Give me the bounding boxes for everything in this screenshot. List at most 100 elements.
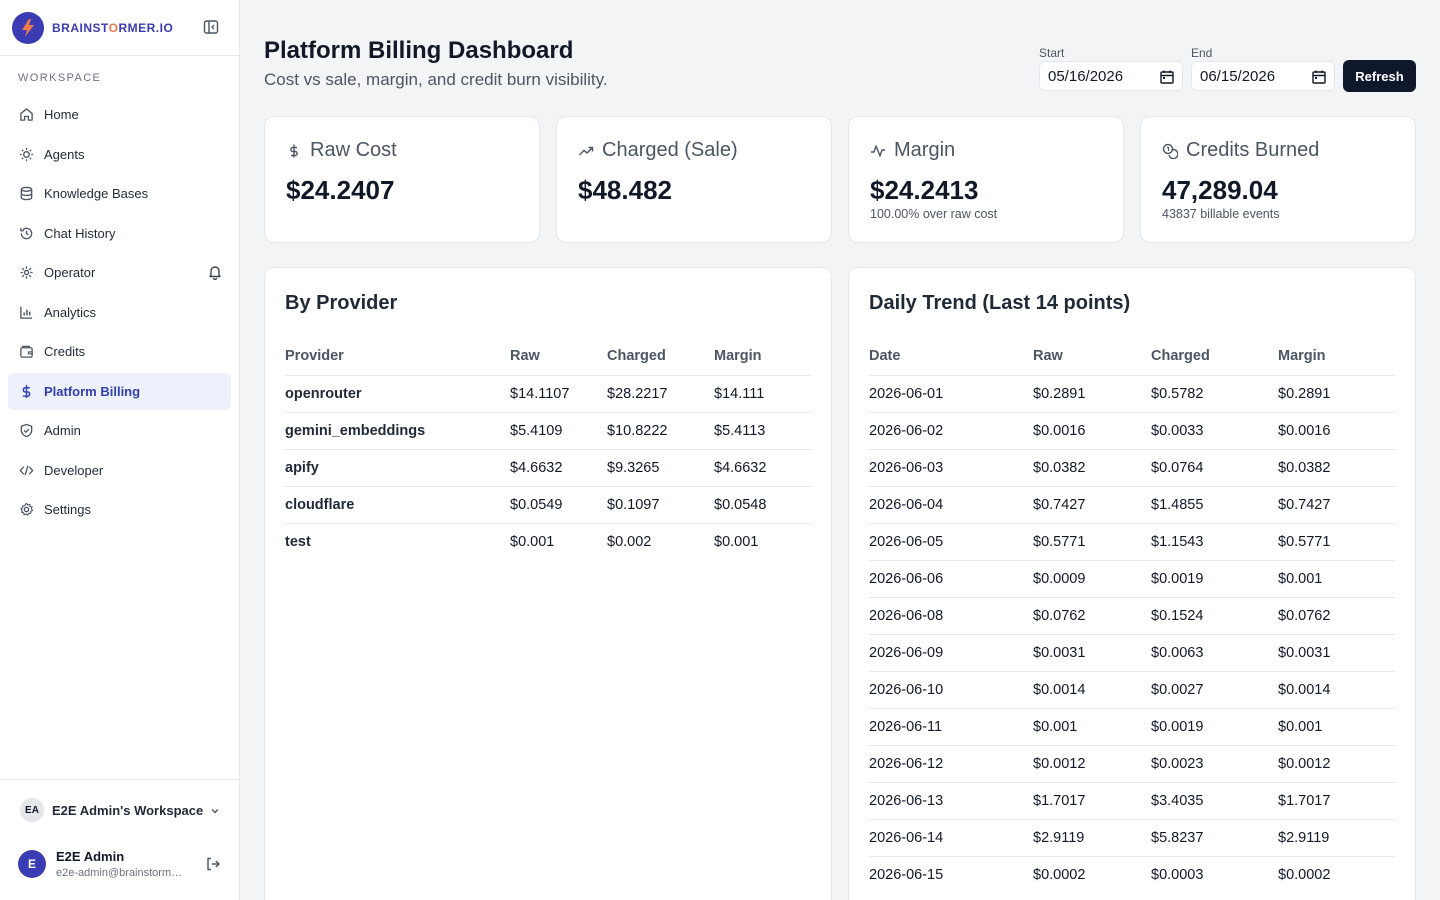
sidebar-item-label: Operator [44, 265, 96, 280]
table-cell: 2026-06-06 [869, 560, 1033, 598]
table-cell: $2.9119 [1033, 819, 1151, 857]
bar-chart-icon [18, 304, 34, 320]
panel-by-provider: By Provider Provider Raw Charged Margin … [264, 267, 832, 900]
sidebar-item-admin[interactable]: Admin [8, 412, 231, 449]
sidebar-footer: EA E2E Admin's Workspace E E2E Admin e2e… [0, 779, 239, 900]
table-cell: $0.0012 [1033, 745, 1151, 783]
table-cell: apify [285, 449, 510, 487]
table-cell: $5.4109 [510, 412, 607, 450]
card-title: Credits Burned [1186, 139, 1320, 161]
lightning-logo-icon [12, 11, 44, 44]
table-row: 2026-06-02 $0.0016 $0.0033 $0.0016 [869, 412, 1395, 450]
sidebar-collapse-icon[interactable] [203, 19, 221, 37]
calendar-icon[interactable] [1160, 70, 1174, 84]
sidebar-item-chat-history[interactable]: Chat History [8, 215, 231, 252]
table-row: 2026-06-09 $0.0031 $0.0063 $0.0031 [869, 634, 1395, 672]
table-cell: $0.5782 [1151, 375, 1278, 413]
table-cell: $0.0033 [1151, 412, 1278, 450]
table-cell: $4.6632 [510, 449, 607, 487]
refresh-button[interactable]: Refresh [1343, 60, 1416, 92]
workspace-badge: EA [20, 798, 44, 822]
table-cell: $0.0016 [1278, 412, 1395, 450]
calendar-icon[interactable] [1312, 70, 1326, 84]
user-profile[interactable]: E E2E Admin e2e-admin@brainstormer.io [18, 846, 221, 882]
table-cell: $0.0031 [1278, 634, 1395, 672]
table-cell: $14.111 [714, 375, 811, 413]
table-row: 2026-06-03 $0.0382 $0.0764 $0.0382 [869, 449, 1395, 487]
gear-icon [18, 502, 34, 518]
table-cell: $5.8237 [1151, 819, 1278, 857]
sidebar-item-analytics[interactable]: Analytics [8, 294, 231, 331]
table-cell: $0.5771 [1278, 523, 1395, 561]
sidebar-item-label: Credits [44, 344, 86, 359]
kpi-cards: Raw Cost $24.2407 Charged (Sale) $48.482… [264, 116, 1416, 243]
table-cell: 2026-06-08 [869, 597, 1033, 635]
panel-daily-trend: Daily Trend (Last 14 points) Date Raw Ch… [848, 267, 1416, 900]
sidebar-item-agents[interactable]: Agents [8, 136, 231, 173]
brand[interactable]: BRAINSTORMER.IO [0, 0, 239, 56]
table-cell: $0.0012 [1278, 745, 1395, 783]
column-header: Provider [285, 338, 510, 376]
coins-icon [1162, 143, 1179, 159]
sidebar-item-label: Analytics [44, 304, 97, 320]
table-cell: $0.0549 [510, 486, 607, 524]
end-date-label: End [1191, 46, 1213, 60]
table-cell: $14.1107 [510, 375, 607, 413]
avatar: E [18, 850, 46, 878]
provider-table: Provider Raw Charged Margin openrouter $1… [285, 338, 811, 560]
table-cell: 2026-06-09 [869, 634, 1033, 672]
sidebar-item-operator[interactable]: Operator [8, 254, 231, 291]
history-icon [18, 225, 34, 241]
start-date-group: Start 05/16/2026 [1039, 46, 1183, 91]
logout-icon[interactable] [205, 856, 221, 872]
sidebar-item-developer[interactable]: Developer [8, 452, 231, 489]
table-cell: $5.4113 [714, 412, 811, 450]
table-cell: $0.0762 [1278, 597, 1395, 635]
table-cell: 2026-06-05 [869, 523, 1033, 561]
sidebar-item-home[interactable]: Home [8, 96, 231, 133]
end-date-group: End 06/15/2026 [1191, 46, 1335, 91]
table-cell: $0.0762 [1033, 597, 1151, 635]
daily-trend-table: Date Raw Charged Margin 2026-06-01 $0.289… [869, 338, 1395, 893]
column-header: Charged [1151, 338, 1278, 376]
user-email: e2e-admin@brainstormer.io [56, 867, 186, 879]
column-header: Raw [1033, 338, 1151, 376]
home-icon [18, 107, 34, 123]
sidebar-item-knowledge-bases[interactable]: Knowledge Bases [8, 175, 231, 212]
card-note: 43837 billable events [1162, 207, 1280, 221]
table-cell: 2026-06-04 [869, 486, 1033, 524]
sidebar-item-label: Admin [44, 423, 81, 438]
end-date-value: 06/15/2026 [1200, 67, 1276, 85]
table-cell: $0.0003 [1151, 866, 1204, 883]
sidebar-item-label: Chat History [44, 225, 116, 241]
end-date-input[interactable]: 06/15/2026 [1191, 61, 1335, 91]
card-header: Margin [870, 139, 955, 162]
panel-title: Daily Trend (Last 14 points) [869, 292, 1131, 314]
user-text: E2E Admin e2e-admin@brainstormer.io [56, 849, 186, 879]
table-cell: $10.8222 [607, 412, 714, 450]
sidebar-item-platform-billing[interactable]: Platform Billing [8, 372, 231, 410]
card-note: 100.00% over raw cost [870, 207, 998, 221]
bell-icon[interactable] [207, 264, 223, 281]
table-cell: $0.1524 [1151, 597, 1278, 635]
database-icon [18, 186, 34, 202]
code-icon [18, 462, 34, 478]
start-date-input[interactable]: 05/16/2026 [1039, 61, 1183, 91]
table-cell: cloudflare [285, 486, 510, 524]
column-header: Margin [1278, 338, 1395, 376]
table-cell: $0.0031 [1033, 634, 1151, 672]
workspace-switcher[interactable]: EA E2E Admin's Workspace [20, 798, 221, 822]
panel-title: By Provider [285, 292, 398, 314]
table-cell: $0.7427 [1278, 486, 1395, 524]
sidebar-item-settings[interactable]: Settings [8, 491, 231, 528]
shield-icon [18, 423, 34, 439]
table-header-row: Provider Raw Charged Margin [285, 338, 811, 376]
table-cell: $0.0019 [1151, 708, 1278, 746]
sidebar: BRAINSTORMER.IO WORKSPACE Home Agents Kn… [0, 0, 240, 900]
sidebar-item-credits[interactable]: Credits [8, 333, 231, 370]
table-cell: $0.0764 [1151, 449, 1278, 487]
table-cell: $0.0016 [1033, 412, 1151, 450]
operator-icon [18, 265, 34, 281]
table-cell: $9.3265 [607, 449, 714, 487]
agents-icon [18, 146, 34, 162]
